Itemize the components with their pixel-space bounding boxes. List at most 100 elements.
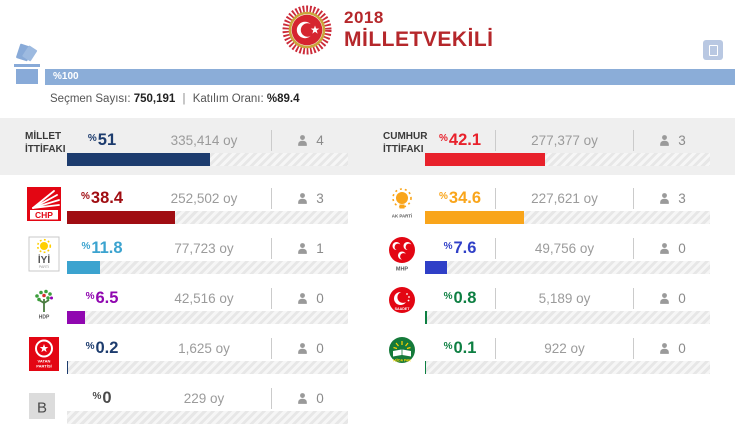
header-title-block: 2018 MİLLETVEKİLİ xyxy=(344,8,494,51)
saadet-logo-icon: SAADET xyxy=(383,285,425,324)
seats-count: 3 xyxy=(678,190,686,206)
divider xyxy=(633,237,634,259)
seats-cell: 0 xyxy=(272,391,348,406)
alliance-row-millet: MİLLET İTTİFAKI %51 335,414 oy 4 xyxy=(25,118,348,175)
votes-value: 335,414 oy xyxy=(170,132,238,148)
person-icon xyxy=(298,342,308,354)
divider xyxy=(271,287,272,309)
person-icon xyxy=(298,392,308,404)
progress-bar xyxy=(67,211,348,224)
seats-count: 0 xyxy=(316,290,324,306)
party-row-chp: CHP %38.4 252,502 oy 3 xyxy=(25,185,348,224)
person-icon xyxy=(298,134,308,146)
party-row-vatan: VATAN PARTİSİ %0.2 1,625 oy 0 xyxy=(25,335,348,374)
percent-value: %7.6 xyxy=(443,238,477,257)
votes-value: 1,625 oy xyxy=(178,340,230,356)
ballot-box-icon xyxy=(11,42,43,91)
percent-value: %51 xyxy=(87,130,117,149)
header-corner-button[interactable] xyxy=(703,40,723,60)
divider xyxy=(633,129,634,151)
votes-value: 77,723 oy xyxy=(174,240,234,256)
mhp-logo-icon: MHP xyxy=(383,235,425,274)
turnout-value: %89.4 xyxy=(266,93,300,105)
svg-text:HDP: HDP xyxy=(39,315,50,321)
seats-cell: 3 xyxy=(272,191,348,206)
divider xyxy=(495,129,496,151)
divider xyxy=(495,187,496,209)
progress-fill xyxy=(67,311,86,324)
election-year: 2018 xyxy=(344,8,384,28)
svg-text:MHP: MHP xyxy=(396,267,409,273)
right-column: CUMHUR İTTİFAKI %42.1 277,377 oy 3 xyxy=(383,118,710,385)
person-icon xyxy=(660,342,670,354)
seats-cell: 0 xyxy=(634,341,710,356)
seats-cell: 3 xyxy=(634,133,710,148)
progress-bar xyxy=(67,261,348,274)
divider xyxy=(271,187,272,209)
svg-text:PARTİ: PARTİ xyxy=(39,264,49,269)
svg-text:İYİ: İYİ xyxy=(38,253,50,266)
percent-value: %11.8 xyxy=(81,238,123,257)
svg-text:PARTİSİ: PARTİSİ xyxy=(36,364,51,369)
progress-bar xyxy=(425,311,710,324)
party-row-hudapar: HÜDA PAR %0.1 922 oy 0 xyxy=(383,335,710,374)
iyi-parti-logo-icon: İYİ PARTİ xyxy=(25,235,67,274)
seats-cell: 0 xyxy=(634,291,710,306)
divider xyxy=(271,129,272,151)
progress-bar xyxy=(425,361,710,374)
person-icon xyxy=(298,192,308,204)
turnout-label: Katılım Oranı: xyxy=(192,93,264,105)
seats-count: 1 xyxy=(316,240,324,256)
divider xyxy=(271,237,272,259)
vatan-partisi-logo-icon: VATAN PARTİSİ xyxy=(25,335,67,374)
divider xyxy=(633,187,634,209)
alliance-row-cumhur: CUMHUR İTTİFAKI %42.1 277,377 oy 3 xyxy=(383,118,710,175)
seats-count: 3 xyxy=(678,132,686,148)
percent-value: %34.6 xyxy=(438,188,482,207)
divider xyxy=(495,337,496,359)
left-column: MİLLET İTTİFAKI %51 335,414 oy 4 xyxy=(25,118,348,434)
seats-count: 0 xyxy=(316,390,324,406)
voters-label: Seçmen Sayısı: xyxy=(50,93,131,105)
divider xyxy=(271,387,272,409)
party-row-saadet: SAADET %0.8 5,189 oy 0 xyxy=(383,285,710,324)
seats-cell: 1 xyxy=(272,241,348,256)
votes-value: 229 oy xyxy=(183,390,225,406)
seats-count: 0 xyxy=(678,240,686,256)
percent-value: %0.2 xyxy=(85,338,119,357)
percent-value: %0.1 xyxy=(443,338,477,357)
percent-value: %38.4 xyxy=(80,188,124,207)
divider xyxy=(495,237,496,259)
independent-logo-icon: B xyxy=(25,385,67,424)
svg-text:B: B xyxy=(37,400,47,417)
person-icon xyxy=(298,292,308,304)
huda-par-logo-icon: HÜDA PAR xyxy=(383,335,425,374)
votes-value: 49,756 oy xyxy=(534,240,595,256)
progress-bar xyxy=(67,153,348,166)
parliament-seal-icon xyxy=(282,5,332,55)
votes-value: 277,377 oy xyxy=(531,132,598,148)
completion-bar: %100 xyxy=(45,69,735,85)
seats-count: 0 xyxy=(316,340,324,356)
svg-text:HÜDA PAR: HÜDA PAR xyxy=(393,358,411,363)
header: 2018 MİLLETVEKİLİ xyxy=(282,5,494,55)
completion-label: %100 xyxy=(53,71,79,82)
party-row-iyi: İYİ PARTİ %11.8 77,723 oy 1 xyxy=(25,235,348,274)
voters-value: 750,191 xyxy=(133,93,176,105)
seats-cell: 0 xyxy=(272,341,348,356)
divider xyxy=(271,337,272,359)
voter-stats-line: Seçmen Sayısı: 750,191 | Katılım Oranı: … xyxy=(50,93,299,105)
seats-cell: 0 xyxy=(634,241,710,256)
alliance-name: MİLLET İTTİFAKI xyxy=(25,131,66,155)
percent-value: %0 xyxy=(92,388,112,407)
progress-bar xyxy=(425,261,710,274)
party-row-akparti: AK PARTİ %34.6 227,621 oy 3 xyxy=(383,185,710,224)
percent-value: %42.1 xyxy=(438,130,482,149)
chp-logo-icon: CHP xyxy=(25,185,67,224)
progress-fill xyxy=(425,211,524,224)
seats-cell: 0 xyxy=(272,291,348,306)
svg-text:SAADET: SAADET xyxy=(395,307,411,311)
seats-cell: 4 xyxy=(272,133,348,148)
progress-fill xyxy=(67,261,101,274)
votes-value: 252,502 oy xyxy=(170,190,238,206)
